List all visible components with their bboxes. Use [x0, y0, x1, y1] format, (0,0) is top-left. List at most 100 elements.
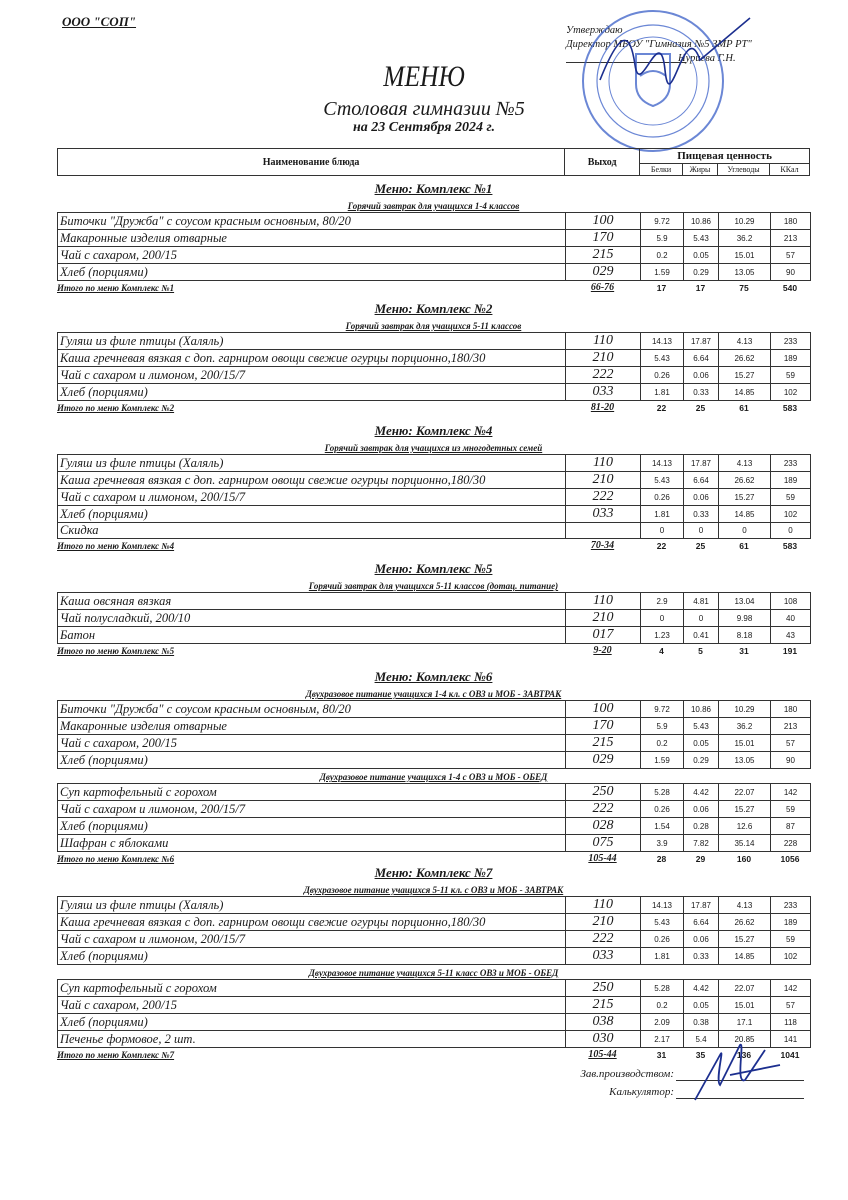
table-row: Гуляш из филе птицы (Халяль) 110 14.13 17.8…: [57, 454, 811, 472]
total-kcal: 583: [782, 403, 798, 413]
table-row: Макаронные изделия отварные 170 5.9 5.43 36.…: [57, 229, 811, 247]
kcal: 102: [770, 947, 811, 965]
protein: 14.13: [640, 454, 684, 472]
protein: 0.26: [640, 488, 684, 506]
table-row: Гуляш из филе птицы (Халяль) 110 14.13 17.8…: [57, 332, 811, 350]
total-carbs: 61: [739, 541, 749, 551]
protein: 0.2: [640, 996, 684, 1014]
page-subtitle: Столовая гимназии №5: [323, 98, 525, 120]
protein: 1.59: [640, 751, 684, 769]
carbs: 15.01: [718, 734, 771, 752]
carbs: 4.13: [718, 332, 771, 350]
group-subtitle: Двухразовое питание учащихся 5-11 класс …: [308, 968, 559, 978]
fat: 0.33: [683, 505, 719, 523]
dish-output: 250: [565, 979, 641, 997]
table-row: Чай с сахаром и лимоном, 200/15/7 222 0.26…: [57, 800, 811, 818]
section-title: Меню: Комплекс №6: [374, 669, 493, 684]
protein: 5.28: [640, 979, 684, 997]
kcal: 180: [770, 700, 811, 718]
carbs: 15.27: [718, 800, 771, 818]
fat: 0.05: [683, 734, 719, 752]
fat: 6.64: [683, 471, 719, 489]
header-kcal: ККал: [768, 163, 811, 176]
table-row: Каша гречневая вязкая с доп. гарниром ов…: [57, 471, 811, 489]
total-protein: 22: [656, 541, 667, 551]
table-row: Чай с сахаром и лимоном, 200/15/7 222 0.26…: [57, 488, 811, 506]
approval-line-3: Нуриева Г.Н.: [678, 53, 736, 64]
kcal: 102: [770, 505, 811, 523]
total-row: Итого по меню Комплекс №4 70-34 22 25 61 583: [57, 539, 810, 553]
protein: 5.28: [640, 783, 684, 801]
calculator-signature-line: [676, 1098, 804, 1099]
menu-table: Каша овсяная вязкая 110 2.9 4.81 13.04 108 Чай…: [57, 592, 811, 644]
dish-output: 075: [565, 834, 641, 852]
production-manager-label: Зав.производством:: [580, 1068, 674, 1080]
total-kcal: 583: [782, 541, 798, 551]
dish-name: Суп картофельный с горохом: [57, 979, 566, 997]
kcal: 180: [770, 212, 811, 230]
protein: 14.13: [640, 332, 684, 350]
page-title: МЕНЮ: [383, 60, 465, 93]
carbs: 14.85: [718, 505, 771, 523]
carbs: 13.05: [718, 263, 771, 281]
fat: 0.28: [683, 817, 719, 835]
total-dish-name: Итого по меню Комплекс №1: [57, 283, 175, 293]
dish-name: Чай полусладкий, 200/10: [57, 609, 566, 627]
dish-name: Хлеб (порциями): [57, 383, 566, 401]
kcal: 142: [770, 979, 811, 997]
group-subtitle: Двухразовое питание учащихся 5-11 кл. с …: [303, 885, 564, 895]
kcal: 142: [770, 783, 811, 801]
kcal: 233: [770, 332, 811, 350]
carbs: 15.27: [718, 930, 771, 948]
protein: 9.72: [640, 700, 684, 718]
fat: 0: [683, 522, 719, 539]
protein: 5.43: [640, 913, 684, 931]
carbs: 20.85: [718, 1030, 771, 1048]
total-fat: 25: [695, 403, 706, 413]
table-row: Хлеб (порциями) 028 1.54 0.28 12.6 87: [57, 817, 811, 835]
kcal: 90: [770, 751, 811, 769]
dish-name: Хлеб (порциями): [57, 817, 566, 835]
protein: 1.81: [640, 947, 684, 965]
total-carbs: 75: [739, 283, 749, 293]
protein: 0.26: [640, 930, 684, 948]
dish-name: Каша гречневая вязкая с доп. гарниром ов…: [57, 349, 566, 367]
total-kcal: 1041: [780, 1050, 800, 1060]
carbs: 15.01: [718, 996, 771, 1014]
kcal: 0: [770, 522, 811, 539]
protein: 0.2: [640, 246, 684, 264]
dish-output: 028: [565, 817, 641, 835]
fat: 0.05: [683, 996, 719, 1014]
menu-table: Биточки "Дружба" с соусом красным основн…: [57, 700, 811, 769]
menu-section: Меню: Комплекс №4 Горячий завтрак для уча…: [57, 422, 811, 553]
menu-table: Биточки "Дружба" с соусом красным основн…: [57, 212, 811, 281]
dish-name: Гуляш из филе птицы (Халяль): [57, 896, 566, 914]
kcal: 59: [770, 930, 811, 948]
table-row: Хлеб (порциями) 038 2.09 0.38 17.1 118: [57, 1013, 811, 1031]
protein: 2.09: [640, 1013, 684, 1031]
group-subtitle: Горячий завтрак для учащихся 5-11 классо…: [308, 581, 559, 591]
group-subtitle: Горячий завтрак для учащихся 1-4 классов: [347, 201, 520, 211]
dish-name: Чай с сахаром, 200/15: [57, 734, 566, 752]
dish-output: 210: [565, 471, 641, 489]
protein: 5.43: [640, 349, 684, 367]
dish-name: Чай с сахаром, 200/15: [57, 996, 566, 1014]
total-carbs: 61: [739, 403, 749, 413]
carbs: 15.27: [718, 488, 771, 506]
table-row: Каша овсяная вязкая 110 2.9 4.81 13.04 108: [57, 592, 811, 610]
fat: 0.41: [683, 626, 719, 644]
protein: 2.9: [640, 592, 684, 610]
total-dish-output: 105-44: [588, 853, 617, 864]
total-protein: 31: [656, 1050, 667, 1060]
dish-output: 210: [565, 913, 641, 931]
dish-name: Суп картофельный с горохом: [57, 783, 566, 801]
dish-name: Чай с сахаром и лимоном, 200/15/7: [57, 800, 566, 818]
dish-name: Биточки "Дружба" с соусом красным основн…: [57, 700, 566, 718]
total-dish-name: Итого по меню Комплекс №6: [57, 854, 175, 864]
carbs: 14.85: [718, 947, 771, 965]
dish-name: Каша гречневая вязкая с доп. гарниром ов…: [57, 913, 566, 931]
total-kcal: 1056: [780, 854, 800, 864]
carbs: 36.2: [718, 717, 771, 735]
fat: 0.06: [683, 488, 719, 506]
carbs: 15.27: [718, 366, 771, 384]
